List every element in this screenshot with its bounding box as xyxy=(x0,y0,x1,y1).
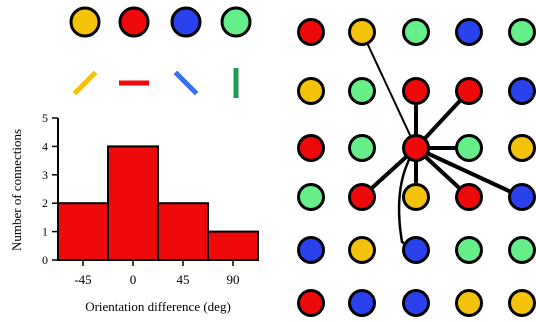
network-node-red xyxy=(455,183,483,211)
x-tick-label: 45 xyxy=(177,272,190,287)
network-node-red xyxy=(297,134,325,162)
legend-dot-green xyxy=(220,6,252,38)
histogram-bar xyxy=(107,145,159,261)
network-node-green xyxy=(402,18,430,46)
network-node-yellow xyxy=(348,18,376,46)
color-legend-dots xyxy=(69,6,252,38)
x-tick-group: -45 0 45 90 xyxy=(74,260,240,287)
network-node-green xyxy=(455,236,483,264)
histogram-bar xyxy=(157,202,209,261)
network-node-red xyxy=(297,18,325,46)
network-node-blue xyxy=(455,18,483,46)
histogram-bar xyxy=(207,230,259,262)
y-tick-label: 2 xyxy=(42,196,48,210)
y-tick-label: 1 xyxy=(42,225,48,239)
legend-dot-yellow xyxy=(69,6,101,38)
network-node-blue xyxy=(402,289,430,317)
network-node-green xyxy=(348,134,376,162)
orientation-bar-yellow xyxy=(72,70,98,96)
histogram-bars xyxy=(57,145,259,262)
connection-line xyxy=(415,146,523,199)
network-node-green xyxy=(455,134,483,162)
network-node-yellow xyxy=(508,134,536,162)
x-tick-label: 0 xyxy=(130,272,137,287)
histogram-bar xyxy=(57,202,109,261)
x-axis-label: Orientation difference (deg) xyxy=(85,299,231,314)
network-node-red xyxy=(455,77,483,105)
legend-dot-red xyxy=(118,6,150,38)
network-node-blue xyxy=(508,183,536,211)
y-tick-label: 3 xyxy=(42,168,48,182)
network-node-green xyxy=(508,18,536,46)
connection-line xyxy=(361,31,417,149)
orientation-bar-blue xyxy=(173,70,199,96)
network-node-green xyxy=(508,236,536,264)
network-node-blue xyxy=(402,236,430,264)
network-node-yellow xyxy=(402,183,430,211)
y-tick-group: 0 1 2 3 4 5 xyxy=(42,111,58,267)
orientation-legend-bars xyxy=(72,68,239,98)
y-axis-label: Number of connections xyxy=(9,129,24,251)
network-node-yellow xyxy=(455,289,483,317)
network-node-blue xyxy=(297,236,325,264)
network-node-blue xyxy=(508,77,536,105)
network-diagram xyxy=(297,18,536,317)
network-node-red xyxy=(348,183,376,211)
x-tick-label: 90 xyxy=(227,272,240,287)
network-node-yellow xyxy=(348,236,376,264)
network-node-red xyxy=(402,77,430,105)
network-node-green xyxy=(297,183,325,211)
network-node-yellow xyxy=(297,77,325,105)
network-node-red xyxy=(297,289,325,317)
network-node-yellow xyxy=(508,289,536,317)
y-tick-label: 4 xyxy=(42,139,48,153)
network-node-green xyxy=(348,77,376,105)
connection-lines xyxy=(360,31,523,252)
y-tick-label: 5 xyxy=(42,111,48,125)
x-tick-label: -45 xyxy=(74,272,91,287)
network-nodes xyxy=(297,18,536,317)
y-tick-label: 0 xyxy=(42,253,48,267)
network-node-blue xyxy=(348,289,376,317)
network-node-red xyxy=(402,134,430,162)
legend-dot-blue xyxy=(170,6,202,38)
